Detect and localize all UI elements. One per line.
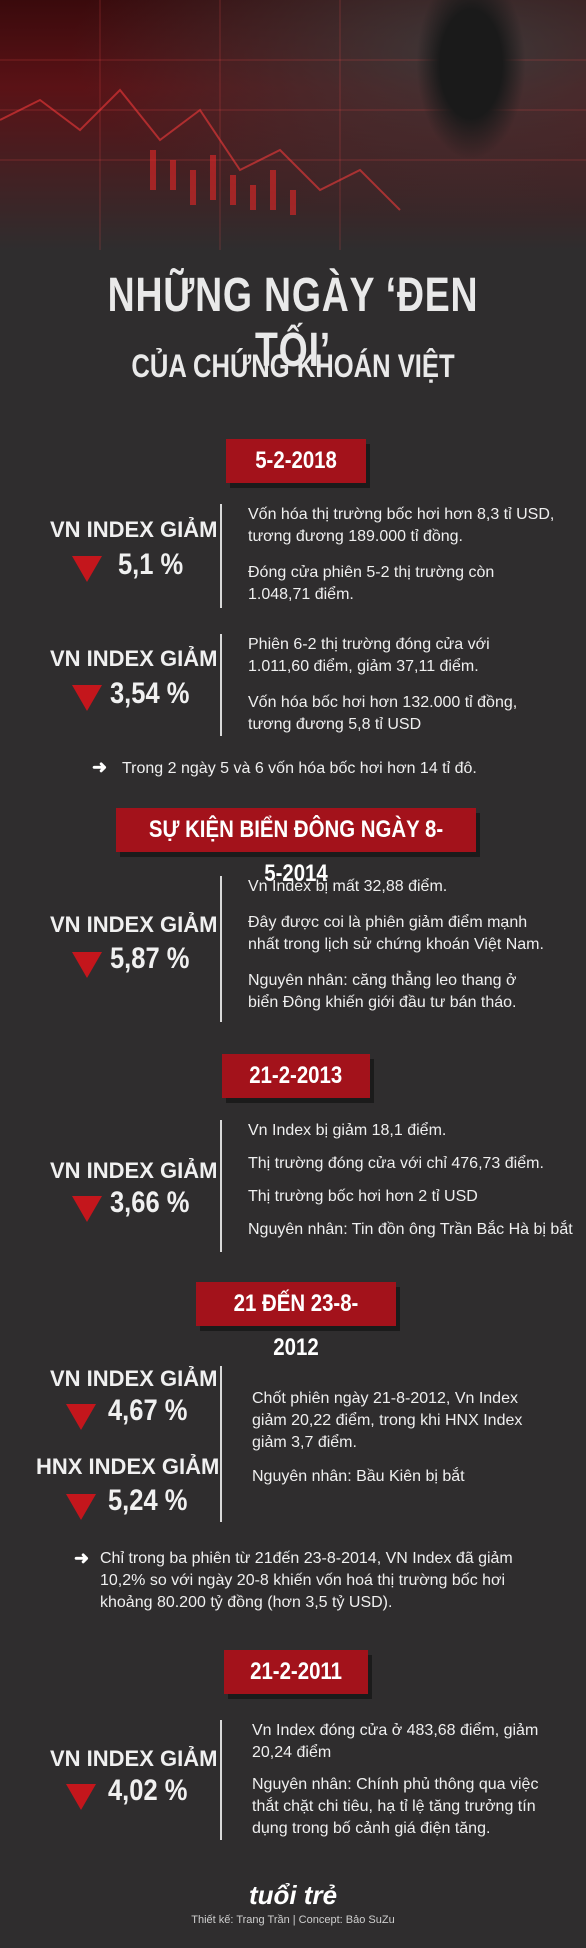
down-triangle-icon [66, 1404, 96, 1430]
index-label: VN INDEX GIẢM [50, 1366, 218, 1391]
summary-note: Trong 2 ngày 5 và 6 vốn hóa bốc hơi hơn … [122, 760, 477, 777]
divider [220, 1120, 222, 1252]
index-label: HNX INDEX GIẢM [36, 1454, 220, 1479]
detail-text: Vn Index bị mất 32,88 điểm. Đây được coi… [248, 878, 544, 1011]
section-date-badge: 21-2-2013 [222, 1054, 370, 1098]
down-triangle-icon [72, 685, 102, 711]
divider [220, 504, 222, 608]
percent-drop: 4,67 % [108, 1394, 188, 1427]
tuoi-tre-logo: tuổi trẻ [248, 1880, 338, 1910]
index-label: VN INDEX GIẢM [50, 912, 218, 937]
section-date-badge: SỰ KIỆN BIỂN ĐÔNG NGÀY 8-5-2014 [116, 808, 476, 887]
down-triangle-icon [66, 1784, 96, 1810]
detail-text: Vn Index bị giảm 18,1 điểm. Thị trường đ… [248, 1122, 573, 1238]
down-triangle-icon [66, 1494, 96, 1520]
index-label: VN INDEX GIẢM [50, 1746, 218, 1771]
percent-drop: 5,1 % [118, 548, 184, 581]
index-label: VN INDEX GIẢM [50, 646, 218, 671]
stock-chart-background [0, 0, 586, 250]
percent-drop: 5,87 % [110, 942, 190, 975]
divider [220, 1366, 222, 1522]
credit-line: Thiết kế: Trang Trần | Concept: Bảo SuZu [191, 1914, 395, 1926]
percent-drop: 3,66 % [110, 1186, 190, 1219]
down-triangle-icon [72, 1196, 102, 1222]
section-date-badge: 5-2-2018 [226, 439, 366, 483]
detail-text: Vn Index đóng cửa ở 483,68 điểm, giảm 20… [252, 1722, 539, 1837]
percent-drop: 3,54 % [110, 677, 190, 710]
arrow-right-icon: ➜ [92, 757, 108, 777]
summary-note: Chỉ trong ba phiên từ 21đến 23-8-2014, V… [100, 1550, 513, 1611]
percent-drop: 5,24 % [108, 1484, 188, 1517]
divider [220, 634, 222, 736]
index-label: VN INDEX GIẢM [50, 1158, 218, 1183]
page-subtitle: CỦA CHỨNG KHOÁN VIỆT [131, 348, 455, 384]
page-title: NHỮNG NGÀY ‘ĐEN TỐI’ [107, 269, 479, 377]
down-triangle-icon [72, 952, 102, 978]
divider [220, 1720, 222, 1840]
percent-drop: 4,02 % [108, 1774, 188, 1807]
businessman-silhouette [416, 0, 526, 160]
hero-image [0, 0, 586, 250]
divider [220, 876, 222, 1022]
section-date-badge: 21-2-2011 [224, 1650, 368, 1694]
detail-text: Chốt phiên ngày 21-8-2012, Vn Index giảm… [252, 1390, 523, 1485]
detail-text: Phiên 6-2 thị trường đóng cửa với 1.011,… [248, 636, 518, 733]
arrow-right-icon: ➜ [74, 1548, 90, 1568]
index-label: VN INDEX GIẢM [50, 517, 218, 542]
section-date-badge: 21 ĐẾN 23-8-2012 [196, 1282, 396, 1361]
detail-text: Vốn hóa thị trường bốc hơi hơn 8,3 tỉ US… [248, 506, 555, 603]
down-triangle-icon [72, 556, 102, 582]
